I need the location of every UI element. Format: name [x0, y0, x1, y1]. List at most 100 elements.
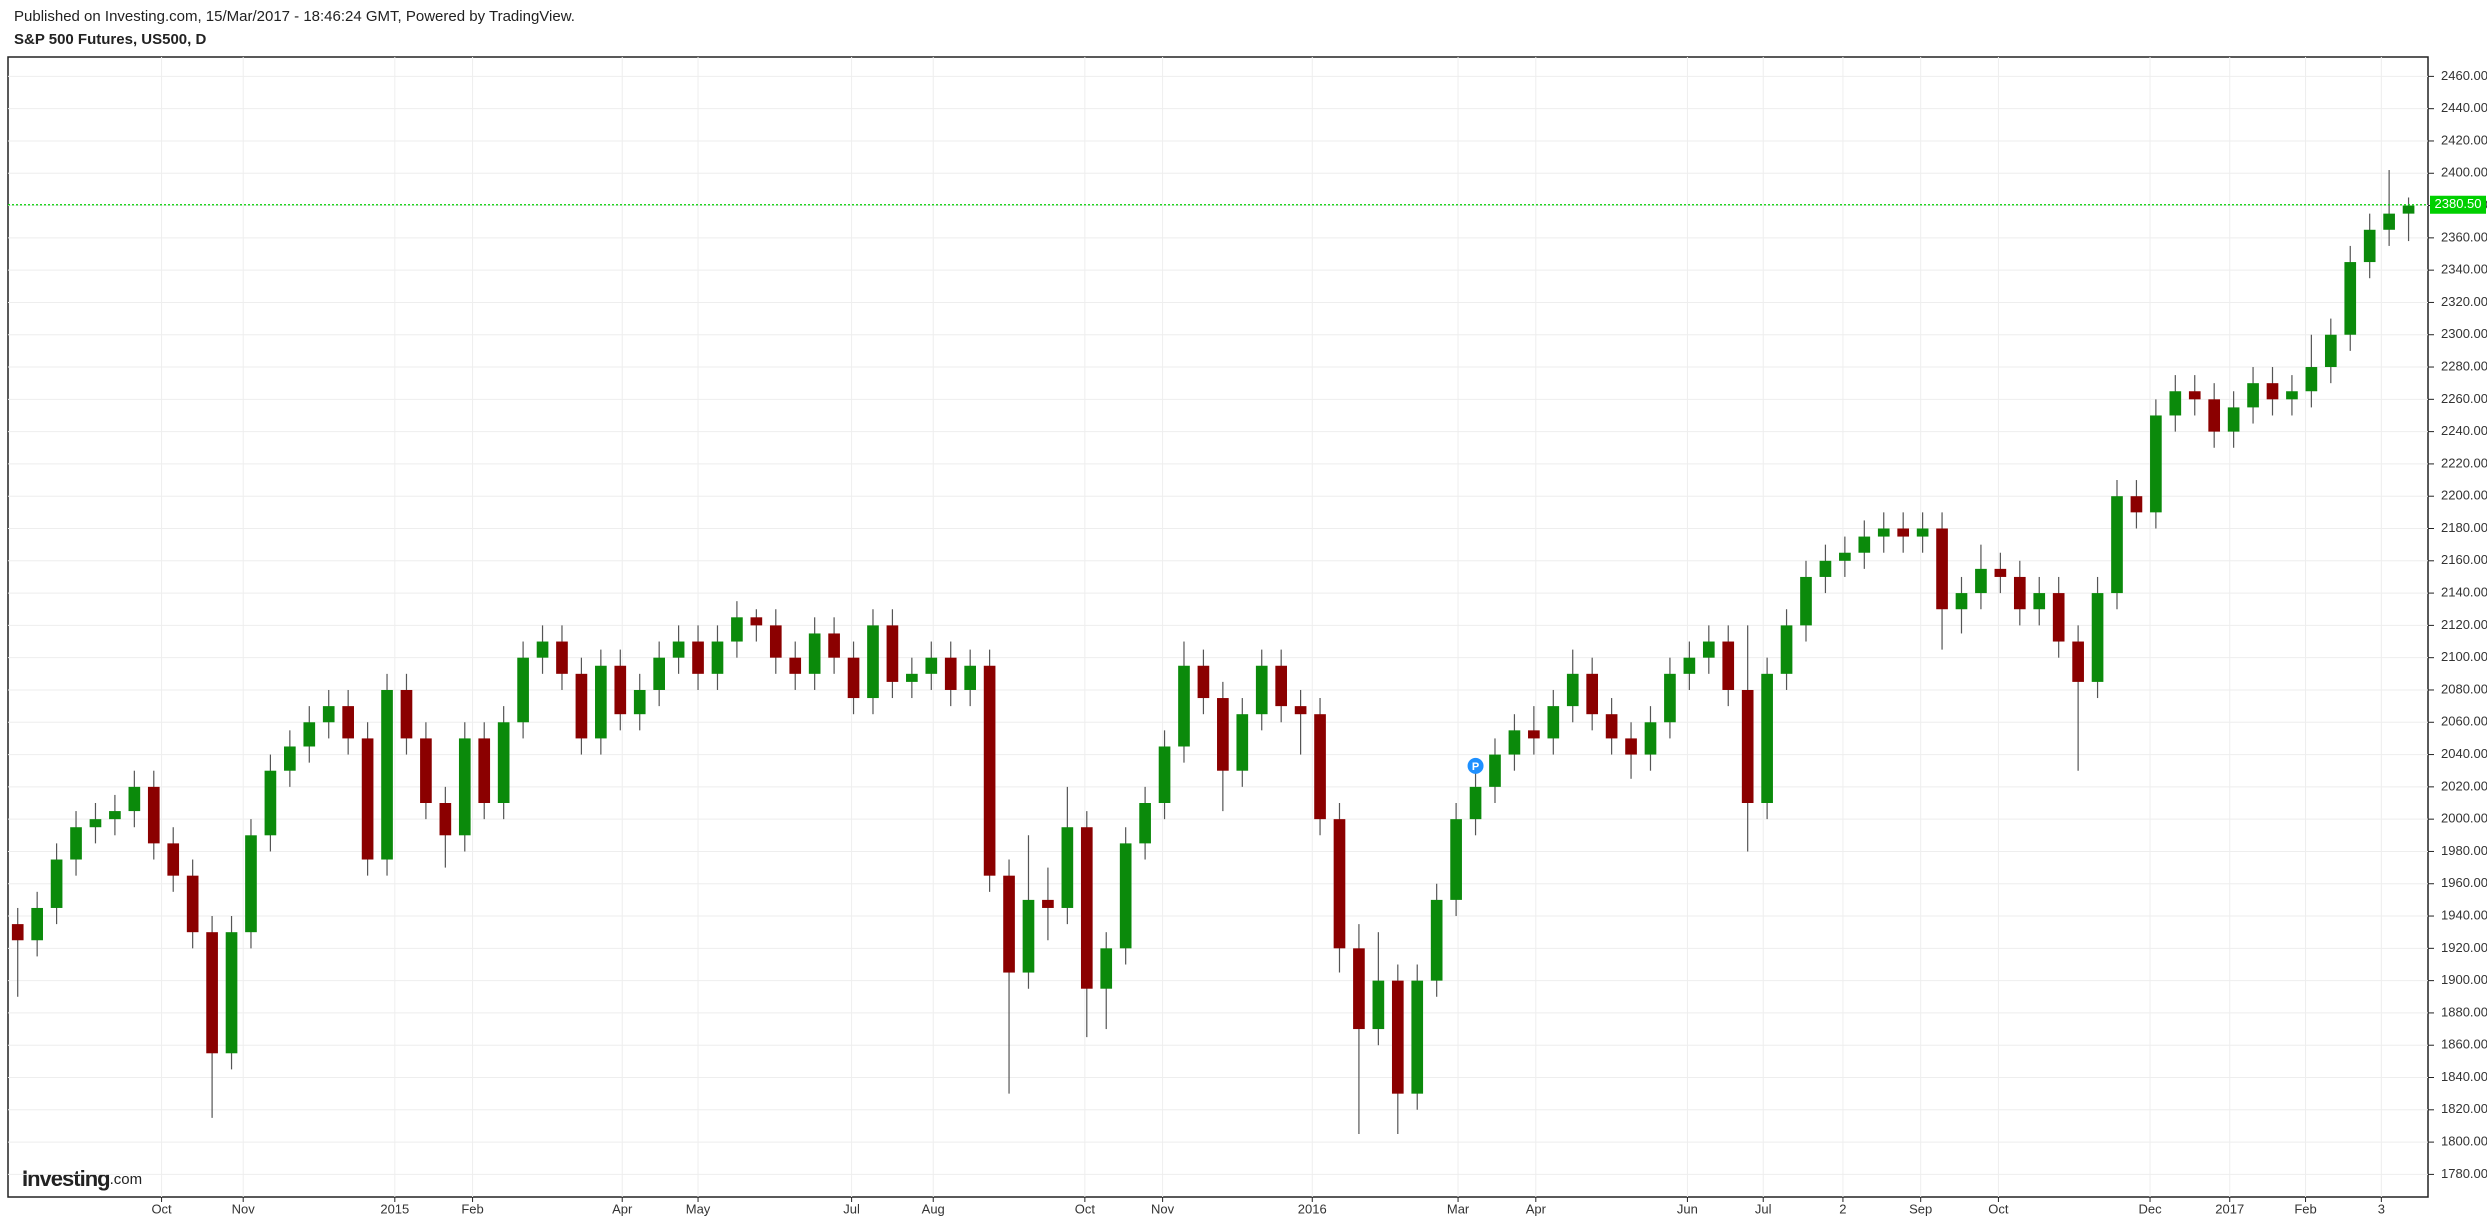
candle-body [1605, 714, 1618, 739]
y-tick-label: 2140.00 [2441, 585, 2487, 600]
candle-body [2344, 262, 2357, 335]
candle-body [595, 665, 607, 739]
y-tick-label: 2000.00 [2441, 811, 2487, 826]
x-tick-label: 2016 [1298, 1201, 1327, 1216]
candle-body [439, 803, 452, 836]
y-tick-label: 1860.00 [2441, 1037, 2487, 1052]
candle-body [1236, 714, 1249, 771]
candle-body [1644, 722, 1657, 755]
candle-body [867, 625, 879, 699]
candle-body [11, 924, 24, 941]
y-tick-label: 2320.00 [2441, 294, 2487, 309]
x-tick-label: Aug [922, 1201, 945, 1216]
candle-body [2169, 391, 2182, 416]
candle-body [1508, 730, 1521, 755]
candle-body [381, 689, 393, 860]
y-tick-label: 2280.00 [2441, 358, 2487, 373]
candle-body [1761, 673, 1773, 804]
y-tick-label: 2100.00 [2441, 649, 2487, 664]
candle-body [225, 932, 238, 1054]
y-tick-label: 1940.00 [2441, 907, 2487, 922]
candle-body [2013, 576, 2026, 610]
candle-body [478, 738, 491, 804]
candle-body [284, 746, 296, 771]
candle-body [1489, 754, 1501, 787]
candle-body [1625, 738, 1637, 755]
candle-body [186, 875, 199, 933]
candle-body [2247, 383, 2259, 408]
candle-body [1275, 665, 1288, 707]
candle-body [458, 738, 471, 836]
logo: Investing.com [22, 1166, 142, 1191]
y-tick-label: 2460.00 [2441, 68, 2487, 83]
candle-body [1839, 552, 1851, 561]
candle-body [1430, 899, 1443, 981]
candle-body [1741, 689, 1754, 804]
candle-body [1003, 875, 1015, 973]
candle-body [1372, 980, 1385, 1030]
candle-body [1042, 899, 1054, 908]
x-tick-label: 2017 [2215, 1201, 2244, 1216]
candle-body [147, 786, 160, 844]
candle-body [206, 932, 218, 1054]
y-tick-label: 2040.00 [2441, 746, 2487, 761]
candle-body [1022, 899, 1035, 973]
candle-body [517, 657, 529, 723]
candle-body [2072, 641, 2084, 682]
candle-body [303, 722, 316, 747]
last-price-label: 2380.50 [2435, 196, 2482, 211]
x-tick-label: Jul [1755, 1201, 1772, 1216]
candle-body [128, 786, 141, 812]
candle-body [264, 770, 277, 836]
candle-body [50, 859, 63, 908]
candle-body [906, 673, 918, 682]
y-tick-label: 2360.00 [2441, 229, 2487, 244]
y-tick-label: 2400.00 [2441, 165, 2487, 180]
candle-body [1294, 706, 1307, 715]
y-tick-label: 2180.00 [2441, 520, 2487, 535]
x-tick-label: Feb [461, 1201, 483, 1216]
candle-body [31, 907, 43, 941]
x-tick-label: 2015 [380, 1201, 409, 1216]
candle-body [2091, 593, 2104, 682]
x-tick-label: Oct [1988, 1201, 2009, 1216]
plot-frame [7, 56, 2429, 1198]
y-tick-label: 1900.00 [2441, 972, 2487, 987]
candle-body [2208, 399, 2221, 432]
x-tick-label: Oct [151, 1201, 172, 1216]
y-tick-label: 2080.00 [2441, 681, 2487, 696]
candle-body [1197, 665, 1210, 699]
y-tick-label: 2440.00 [2441, 100, 2487, 115]
candle-body [614, 665, 627, 715]
candle-body [2286, 391, 2298, 400]
candle-body [1217, 698, 1229, 771]
x-tick-label: Apr [612, 1201, 633, 1216]
candle-body [400, 689, 413, 739]
candle-body [2033, 593, 2046, 610]
y-tick-label: 1960.00 [2441, 875, 2487, 890]
candle-body [731, 617, 743, 642]
candle-body [2052, 593, 2065, 642]
candle-body [536, 641, 549, 658]
candle-body [711, 641, 724, 674]
candle-body [828, 633, 840, 658]
symbol-title: S&P 500 Futures, US500, D [14, 31, 207, 48]
candle-body [983, 665, 996, 876]
y-tick-label: 2200.00 [2441, 488, 2487, 503]
candle-body [1877, 528, 1890, 537]
candle-body [1255, 665, 1268, 715]
candle-body [1819, 560, 1832, 577]
candle-body [1566, 673, 1579, 707]
candle-body [2227, 407, 2240, 432]
y-tick-label: 2260.00 [2441, 391, 2487, 406]
candle-body [789, 657, 802, 674]
candle-body [70, 827, 82, 860]
y-tick-label: 1820.00 [2441, 1101, 2487, 1116]
candle-body [1702, 641, 1715, 658]
candle-body [1528, 730, 1540, 739]
x-tick-label: Mar [1447, 1201, 1470, 1216]
candle-body [1061, 827, 1074, 908]
candle-body [1722, 641, 1735, 690]
candle-body [769, 625, 782, 658]
x-tick-label: Apr [1526, 1201, 1547, 1216]
